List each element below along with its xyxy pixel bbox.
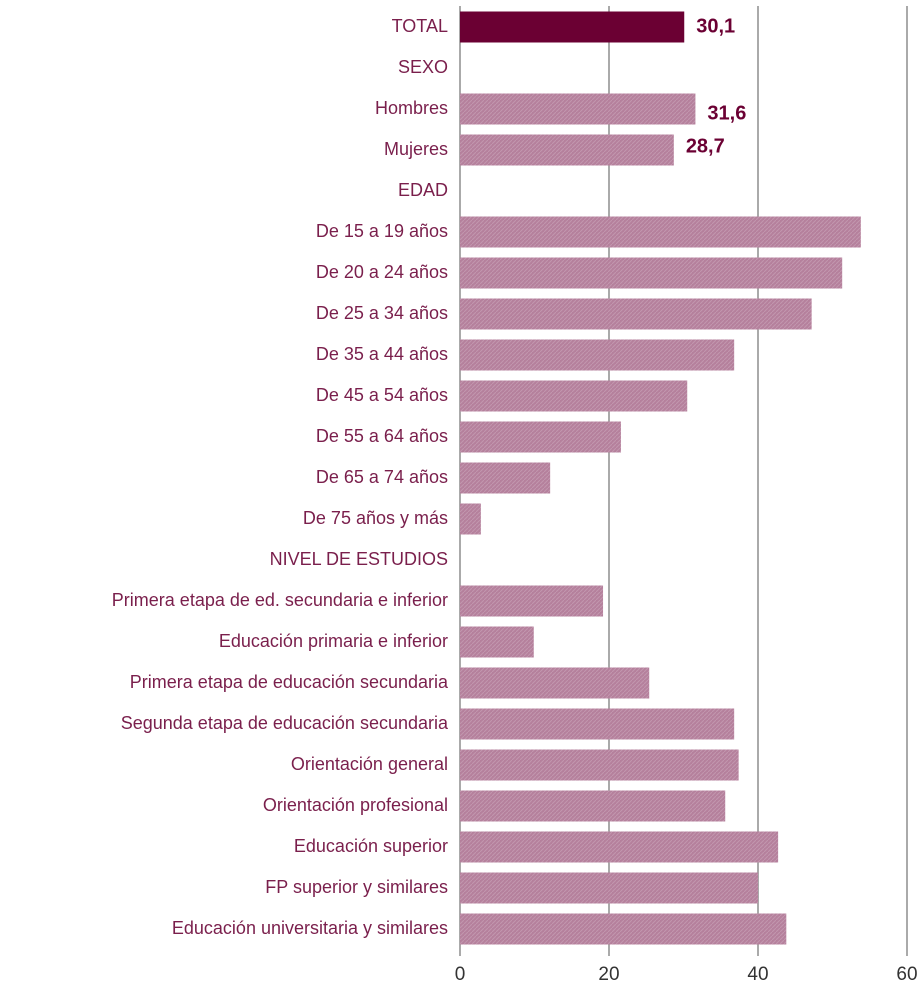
category-label: NIVEL DE ESTUDIOS [270,549,448,569]
category-label: De 35 a 44 años [316,344,448,364]
bar [460,134,674,166]
value-label: 28,7 [686,135,725,157]
category-label: Educación universitaria y similares [172,918,448,938]
bar [460,421,621,453]
value-label: 30,1 [696,15,735,37]
category-label: De 65 a 74 años [316,467,448,487]
category-label: Primera etapa de ed. secundaria e inferi… [112,590,448,610]
category-label: Segunda etapa de educación secundaria [121,713,449,733]
category-label: Mujeres [384,139,448,159]
category-label: Educación superior [294,836,448,856]
bar [460,913,787,945]
category-label: Educación primaria e inferior [219,631,448,651]
category-label: Orientación general [291,754,448,774]
bar [460,790,726,822]
category-label: De 20 a 24 años [316,262,448,282]
category-label: FP superior y similares [265,877,448,897]
bar [460,585,604,617]
x-tick-label: 40 [747,964,768,985]
bar [460,749,739,781]
bar [460,503,481,535]
x-tick-label: 60 [896,964,917,985]
category-label: Hombres [375,98,448,118]
bar [460,93,696,125]
bar [460,339,735,371]
bar [460,667,650,699]
category-label: De 25 a 34 años [316,303,448,323]
bar [460,872,758,904]
category-label: De 45 a 54 años [316,385,448,405]
category-label: EDAD [398,180,448,200]
bar [460,257,843,289]
bar [460,462,551,494]
x-tick-label: 0 [455,964,466,985]
bar [460,11,685,43]
category-label: De 75 años y más [303,508,448,528]
x-tick-label: 20 [598,964,619,985]
category-label: De 55 a 64 años [316,426,448,446]
bar [460,298,812,330]
value-label: 31,6 [707,102,746,124]
category-label: TOTAL [392,16,448,36]
bar [460,708,735,740]
category-label: Primera etapa de educación secundaria [130,672,449,692]
bar [460,831,779,863]
category-label: De 15 a 19 años [316,221,448,241]
category-label: Orientación profesional [263,795,448,815]
category-label: SEXO [398,57,448,77]
bar [460,380,688,412]
bar [460,626,534,658]
bar [460,216,861,248]
